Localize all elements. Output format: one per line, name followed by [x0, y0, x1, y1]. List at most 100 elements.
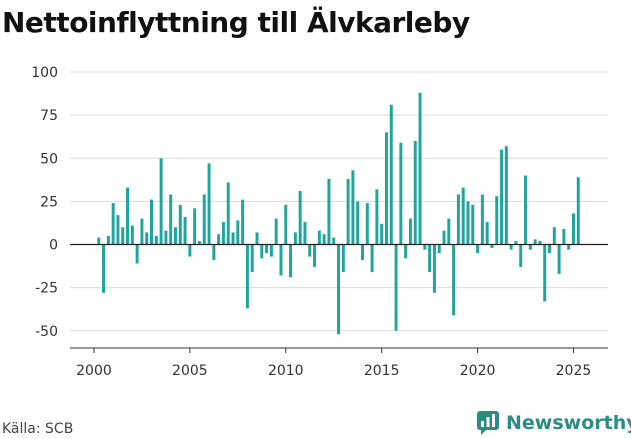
bar [217, 234, 221, 245]
bar [97, 237, 101, 245]
bar [418, 92, 422, 245]
bar [221, 222, 225, 245]
bar [356, 201, 360, 245]
bar [389, 104, 393, 245]
bar [313, 244, 317, 267]
bar [317, 230, 321, 245]
bar [145, 232, 149, 245]
bar [279, 244, 283, 276]
bar [207, 163, 211, 245]
bar [571, 213, 575, 245]
bar [169, 194, 173, 245]
bar [548, 244, 551, 254]
bar-chart-speech-bubble-icon [477, 411, 499, 435]
bar [274, 218, 278, 245]
bar [538, 241, 542, 245]
bar [432, 244, 436, 293]
chart-canvas: 2000 2005 2010 2015 2020 2025 -50 -25 0 25 50 75 10… [31, 65, 608, 379]
bar [322, 234, 326, 245]
bar [351, 170, 355, 245]
bar [212, 244, 216, 261]
bar [346, 178, 350, 245]
bar [236, 220, 240, 245]
bar [562, 228, 566, 245]
x-tick-label: 2020 [460, 363, 496, 379]
x-tick-label: 2025 [556, 363, 592, 379]
bar [140, 218, 144, 245]
bar [188, 244, 192, 257]
bar [399, 142, 403, 245]
bar [461, 187, 465, 245]
bar [428, 244, 432, 273]
bar [452, 244, 456, 316]
y-tick-label: 25 [40, 194, 58, 210]
bar [447, 218, 451, 245]
bar [130, 225, 134, 245]
bar [341, 244, 345, 273]
bar [250, 244, 254, 273]
bar [245, 244, 249, 309]
x-tick-label: 2015 [364, 363, 400, 379]
bar [370, 244, 374, 273]
bar [361, 244, 364, 261]
bar [394, 244, 398, 331]
y-tick-label: -50 [35, 324, 58, 340]
bar [476, 244, 480, 254]
bar [116, 215, 120, 245]
bar [327, 178, 331, 245]
source-note: Källa: SCB [2, 421, 74, 437]
brand-logo: Newsworthy [476, 409, 631, 437]
bar [380, 223, 384, 245]
bar [500, 149, 504, 245]
bar [375, 189, 379, 245]
bar [284, 204, 288, 245]
bar [495, 196, 499, 245]
bar [255, 232, 259, 245]
bar [485, 222, 489, 245]
bar [241, 199, 245, 245]
bar [293, 232, 297, 245]
bar [106, 235, 110, 245]
bar [337, 244, 341, 335]
bar [121, 227, 125, 245]
bar [154, 235, 158, 245]
y-axis: -50 -25 0 25 50 75 100 [31, 65, 58, 340]
bar [480, 194, 484, 245]
x-tick-label: 2005 [172, 363, 208, 379]
bar [543, 244, 547, 302]
bar [519, 244, 523, 267]
bar [471, 204, 475, 245]
bar [178, 204, 182, 245]
bar [298, 191, 302, 245]
bar [308, 244, 312, 257]
brand-name: Newsworthy [506, 412, 631, 434]
bar [524, 175, 528, 245]
bar [135, 244, 139, 264]
bar [413, 141, 417, 245]
bar [408, 218, 412, 245]
bar [183, 216, 187, 245]
bar [269, 244, 273, 257]
bar [231, 232, 235, 245]
bar [490, 244, 494, 248]
x-axis: 2000 2005 2010 2015 2020 2025 [70, 347, 608, 379]
y-tick-label: -25 [35, 281, 58, 297]
bars [97, 92, 580, 335]
bar [514, 241, 518, 245]
bar [174, 227, 177, 245]
bar [504, 146, 508, 245]
x-tick-label: 2010 [268, 363, 304, 379]
bar [197, 241, 201, 245]
bar [365, 203, 369, 245]
y-tick-label: 50 [40, 151, 58, 167]
x-tick-label: 2000 [76, 363, 112, 379]
bar [332, 237, 336, 245]
bar [456, 194, 460, 245]
bar [303, 222, 307, 245]
bar [159, 158, 163, 245]
bar [150, 199, 154, 245]
bar [437, 244, 441, 254]
y-tick-label: 75 [40, 108, 58, 124]
bar [552, 227, 556, 245]
bar [193, 208, 197, 245]
